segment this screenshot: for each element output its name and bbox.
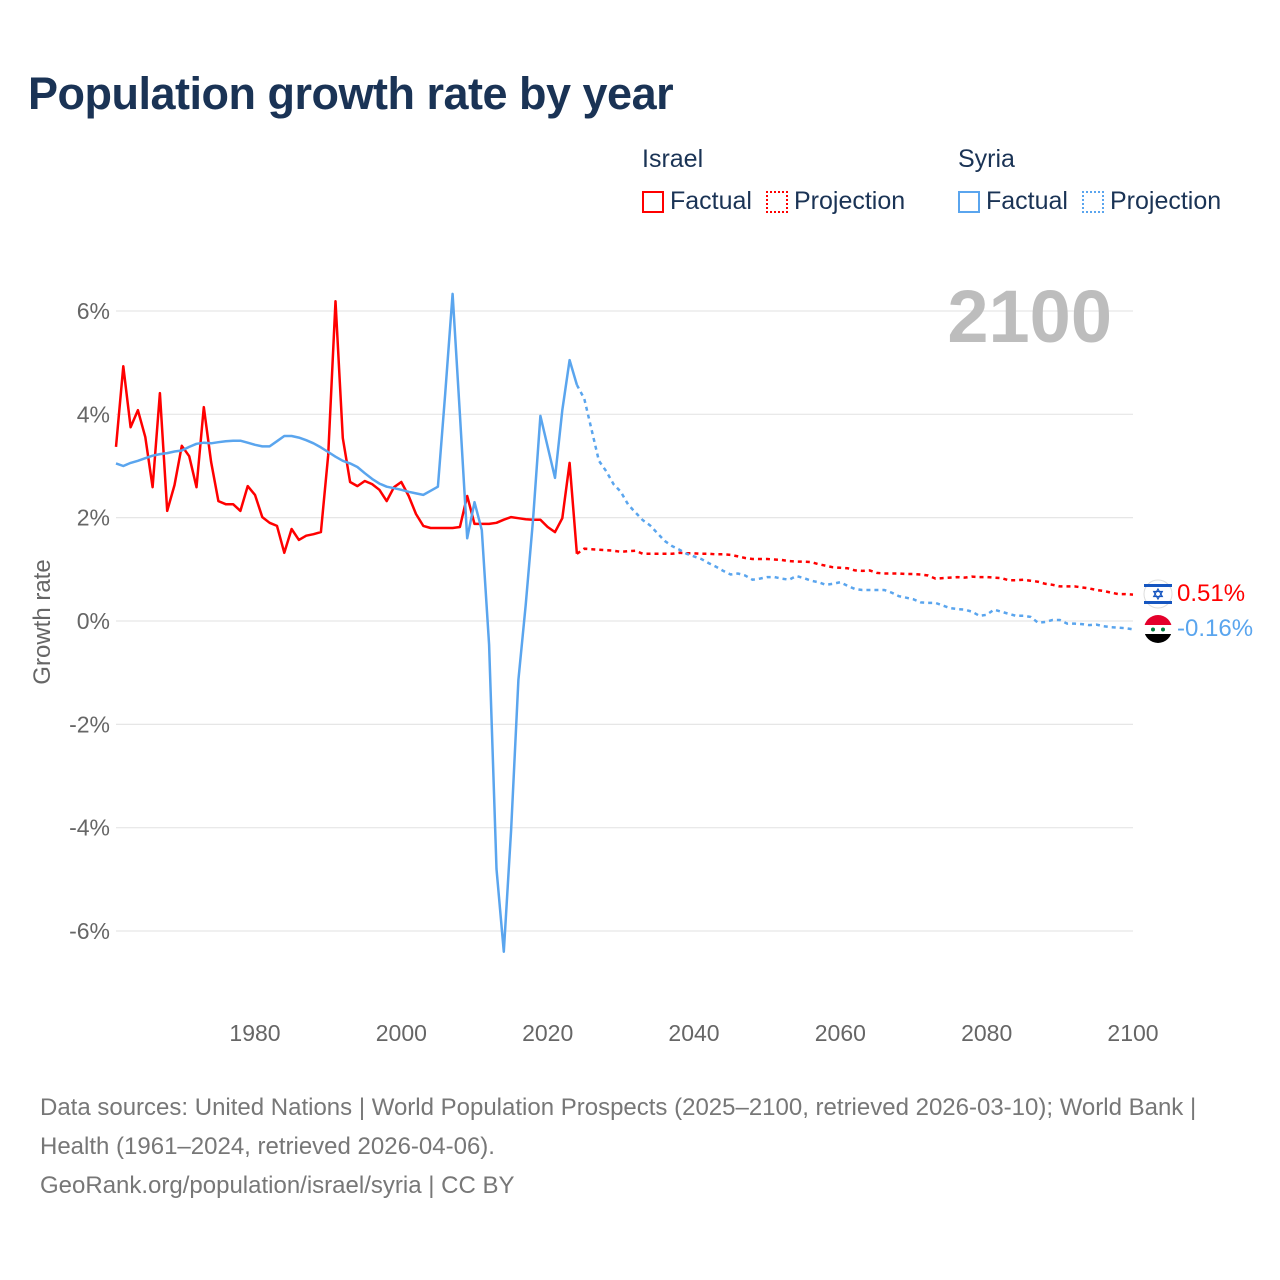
legend-swatch-solid [642, 190, 664, 213]
x-tick-label: 2100 [1107, 1020, 1158, 1046]
x-tick-label: 2060 [815, 1020, 866, 1046]
israel-flag-icon [1143, 579, 1173, 609]
legend-label: Factual [670, 187, 752, 215]
chart-title: Population growth rate by year [28, 68, 674, 119]
y-tick-label: -6% [69, 918, 110, 944]
credit-link[interactable]: GeoRank.org/population/israel/syria | CC… [40, 1172, 515, 1199]
syria-end-label: -0.16% [1177, 615, 1253, 642]
legend-label: Projection [793, 187, 906, 215]
x-tick-label: 2020 [522, 1020, 573, 1046]
syria-factual-line [115, 292, 579, 953]
y-tick-label: 6% [77, 298, 110, 324]
y-tick-label: -2% [69, 711, 110, 737]
syria-flag-icon [1144, 615, 1172, 643]
y-tick-label: -4% [69, 815, 110, 841]
x-tick-label: 2000 [376, 1020, 427, 1046]
legend-israel-title: Israel [642, 145, 704, 173]
legend-syria: Syria Factual Projection [958, 145, 1221, 216]
chart-plot: 6% 4% 2% 0% -2% -4% -6% 1980 2000 2020 2040 2060 208… [29, 275, 1253, 1046]
legend-israel: Israel Factual Projection [642, 145, 905, 216]
y-tick-label: 4% [77, 401, 110, 427]
israel-factual-line [114, 299, 579, 555]
year-marker: 2100 [947, 275, 1112, 358]
x-tick-label: 1980 [229, 1020, 280, 1046]
legend-label: Projection [1109, 187, 1222, 215]
legend-label: Factual [986, 187, 1068, 215]
legend-syria-factual[interactable]: Factual [958, 187, 1068, 216]
legend-syria-projection[interactable]: Projection [1081, 187, 1222, 216]
israel-projection-line [576, 547, 1134, 596]
legend-israel-projection[interactable]: Projection [765, 187, 906, 216]
legend-syria-title: Syria [958, 145, 1015, 173]
y-axis-label: Growth rate [29, 559, 56, 684]
legend-swatch-dotted [765, 190, 788, 213]
syria-projection-line [575, 384, 1134, 631]
y-tick-label: 0% [77, 608, 110, 634]
legend-israel-factual[interactable]: Factual [642, 187, 752, 216]
x-tick-label: 2040 [668, 1020, 719, 1046]
footer: Data sources: United Nations | World Pop… [40, 1088, 1240, 1205]
legend-swatch-solid [958, 190, 980, 213]
data-sources: Data sources: United Nations | World Pop… [40, 1094, 1197, 1160]
x-tick-label: 2080 [961, 1020, 1012, 1046]
israel-end-label: 0.51% [1177, 580, 1245, 607]
legend-swatch-dotted [1081, 190, 1104, 213]
y-tick-label: 2% [77, 505, 110, 531]
